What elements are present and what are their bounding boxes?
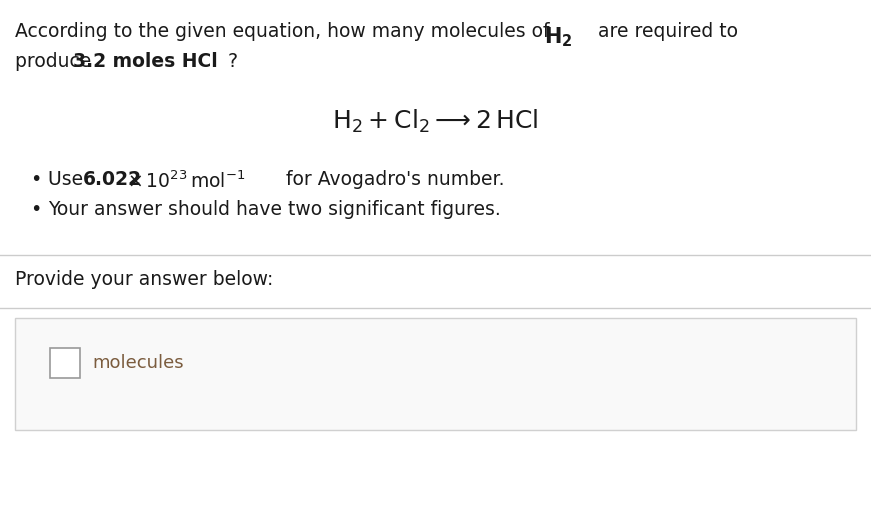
Text: 6.022: 6.022 (83, 170, 142, 189)
Text: $\mathregular{H_2}$: $\mathregular{H_2}$ (544, 25, 572, 48)
Text: $ \times\, 10^{23}\,\mathrm{mol}^{-1}$: $ \times\, 10^{23}\,\mathrm{mol}^{-1}$ (127, 171, 246, 192)
FancyBboxPatch shape (15, 318, 856, 430)
Text: 3.2 moles HCl: 3.2 moles HCl (73, 52, 218, 71)
Text: produce: produce (15, 52, 98, 71)
FancyBboxPatch shape (50, 348, 80, 378)
Text: molecules: molecules (92, 354, 184, 372)
Text: ?: ? (228, 52, 238, 71)
Text: •: • (30, 170, 42, 189)
Text: Your answer should have two significant figures.: Your answer should have two significant … (48, 200, 501, 219)
Text: Use: Use (48, 170, 89, 189)
Text: for Avogadro's number.: for Avogadro's number. (280, 170, 504, 189)
Text: •: • (30, 200, 42, 219)
Text: $\mathrm{H_2 + Cl_2 \longrightarrow 2\,HCl}$: $\mathrm{H_2 + Cl_2 \longrightarrow 2\,H… (332, 108, 539, 135)
Text: According to the given equation, how many molecules of: According to the given equation, how man… (15, 22, 556, 41)
Text: are required to: are required to (592, 22, 738, 41)
Text: Provide your answer below:: Provide your answer below: (15, 270, 273, 289)
